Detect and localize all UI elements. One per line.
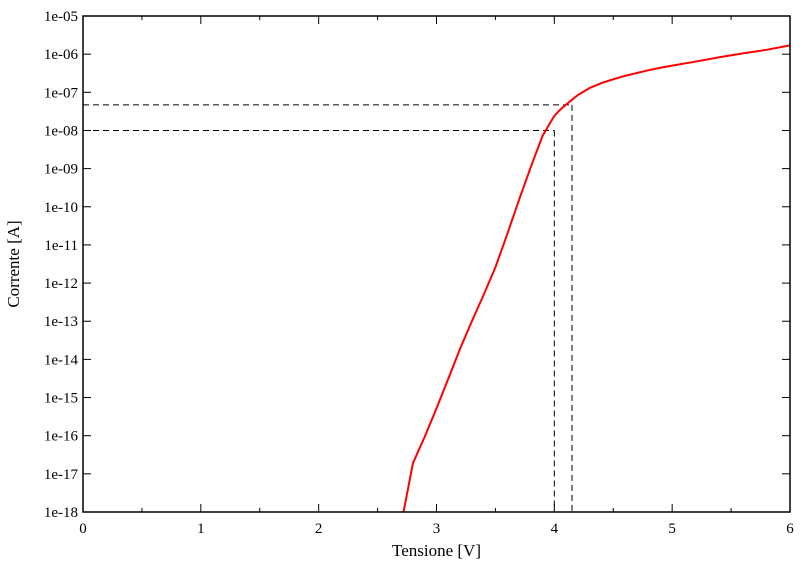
- y-tick-label: 1e-11: [44, 238, 78, 254]
- series-layer: [402, 44, 791, 513]
- x-tick-label: 3: [433, 521, 441, 537]
- y-tick-label: 1e-16: [44, 429, 79, 445]
- y-tick-label: 1e-15: [44, 391, 78, 407]
- x-axis-ticks: 0 1 2 3 4 5 6: [79, 16, 794, 537]
- x-tick-label: 5: [668, 521, 676, 537]
- x-axis-title: Tensione [V]: [392, 541, 481, 560]
- y-tick-label: 1e-06: [44, 47, 79, 63]
- x-tick-label: 2: [315, 521, 323, 537]
- y-tick-label: 1e-10: [44, 200, 78, 216]
- y-tick-label: 1e-07: [44, 85, 79, 101]
- series-line: [402, 44, 791, 513]
- y-tick-label: 1e-05: [44, 9, 78, 25]
- x-tick-label: 6: [786, 521, 794, 537]
- y-axis-ticks: 1e-18 1e-17 1e-16 1e-15 1e-14 1e-13 1e-12 1e-11…: [44, 9, 790, 521]
- y-axis-title: Corrente [A]: [4, 220, 23, 307]
- y-tick-label: 1e-14: [44, 352, 79, 368]
- x-tick-label: 0: [79, 521, 87, 537]
- plot-frame: [82, 15, 791, 513]
- y-tick-label: 1e-12: [44, 276, 78, 292]
- y-tick-label: 1e-08: [44, 123, 78, 139]
- y-tick-label: 1e-18: [44, 505, 78, 521]
- reference-lines: [83, 104, 573, 512]
- y-tick-label: 1e-13: [44, 314, 78, 330]
- y-tick-label: 1e-17: [44, 467, 79, 483]
- y-tick-label: 1e-09: [44, 162, 78, 178]
- x-tick-label: 4: [551, 521, 559, 537]
- x-tick-label: 1: [197, 521, 205, 537]
